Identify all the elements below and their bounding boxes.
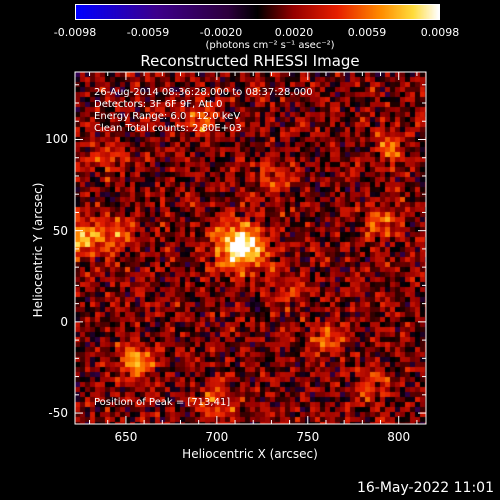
colorbar-tick-label: -0.0020 <box>199 26 243 39</box>
chart-title: Reconstructed RHESSI Image <box>140 52 360 70</box>
x-tick-label: 650 <box>114 430 138 444</box>
colorbar-tick-label: 0.0098 <box>420 26 460 39</box>
peak-position: Position of Peak = [713,41] <box>94 397 231 408</box>
x-axis-label: Heliocentric X (arcsec) <box>182 447 318 461</box>
colorbar-tick-label: 0.0059 <box>347 26 387 39</box>
heatmap-image <box>75 72 426 424</box>
x-tick-label: 800 <box>387 430 411 444</box>
x-tick-label: 700 <box>205 430 229 444</box>
y-tick-label: -50 <box>48 406 68 421</box>
y-axis-label: Heliocentric Y (arcsec) <box>31 182 45 318</box>
colorbar-units: (photons cm⁻² s⁻¹ asec⁻²) <box>205 40 335 51</box>
footer-date: 16-May-2022 11:01 <box>356 480 494 496</box>
observation-time: 26-Aug-2014 08:36:28.000 to 08:37:28.000 <box>94 87 313 98</box>
energy-range: Energy Range: 6.0 - 12.0 keV <box>94 111 241 122</box>
y-tick-label: 50 <box>52 223 68 238</box>
colorbar-tick-label: -0.0098 <box>53 26 97 39</box>
plot-border <box>74 71 427 425</box>
colorbar-tick-label: 0.0020 <box>274 26 314 39</box>
x-tick-label: 750 <box>296 430 320 444</box>
colorbar-tick-label: -0.0059 <box>126 26 170 39</box>
y-tick-label: 100 <box>45 132 68 147</box>
colorbar <box>75 4 440 20</box>
clean-total-counts: Clean Total counts: 2.80E+03 <box>94 123 242 134</box>
y-tick-label: 0 <box>60 314 68 329</box>
detectors-info: Detectors: 3F 6F 9F, Att 0 <box>94 99 223 110</box>
